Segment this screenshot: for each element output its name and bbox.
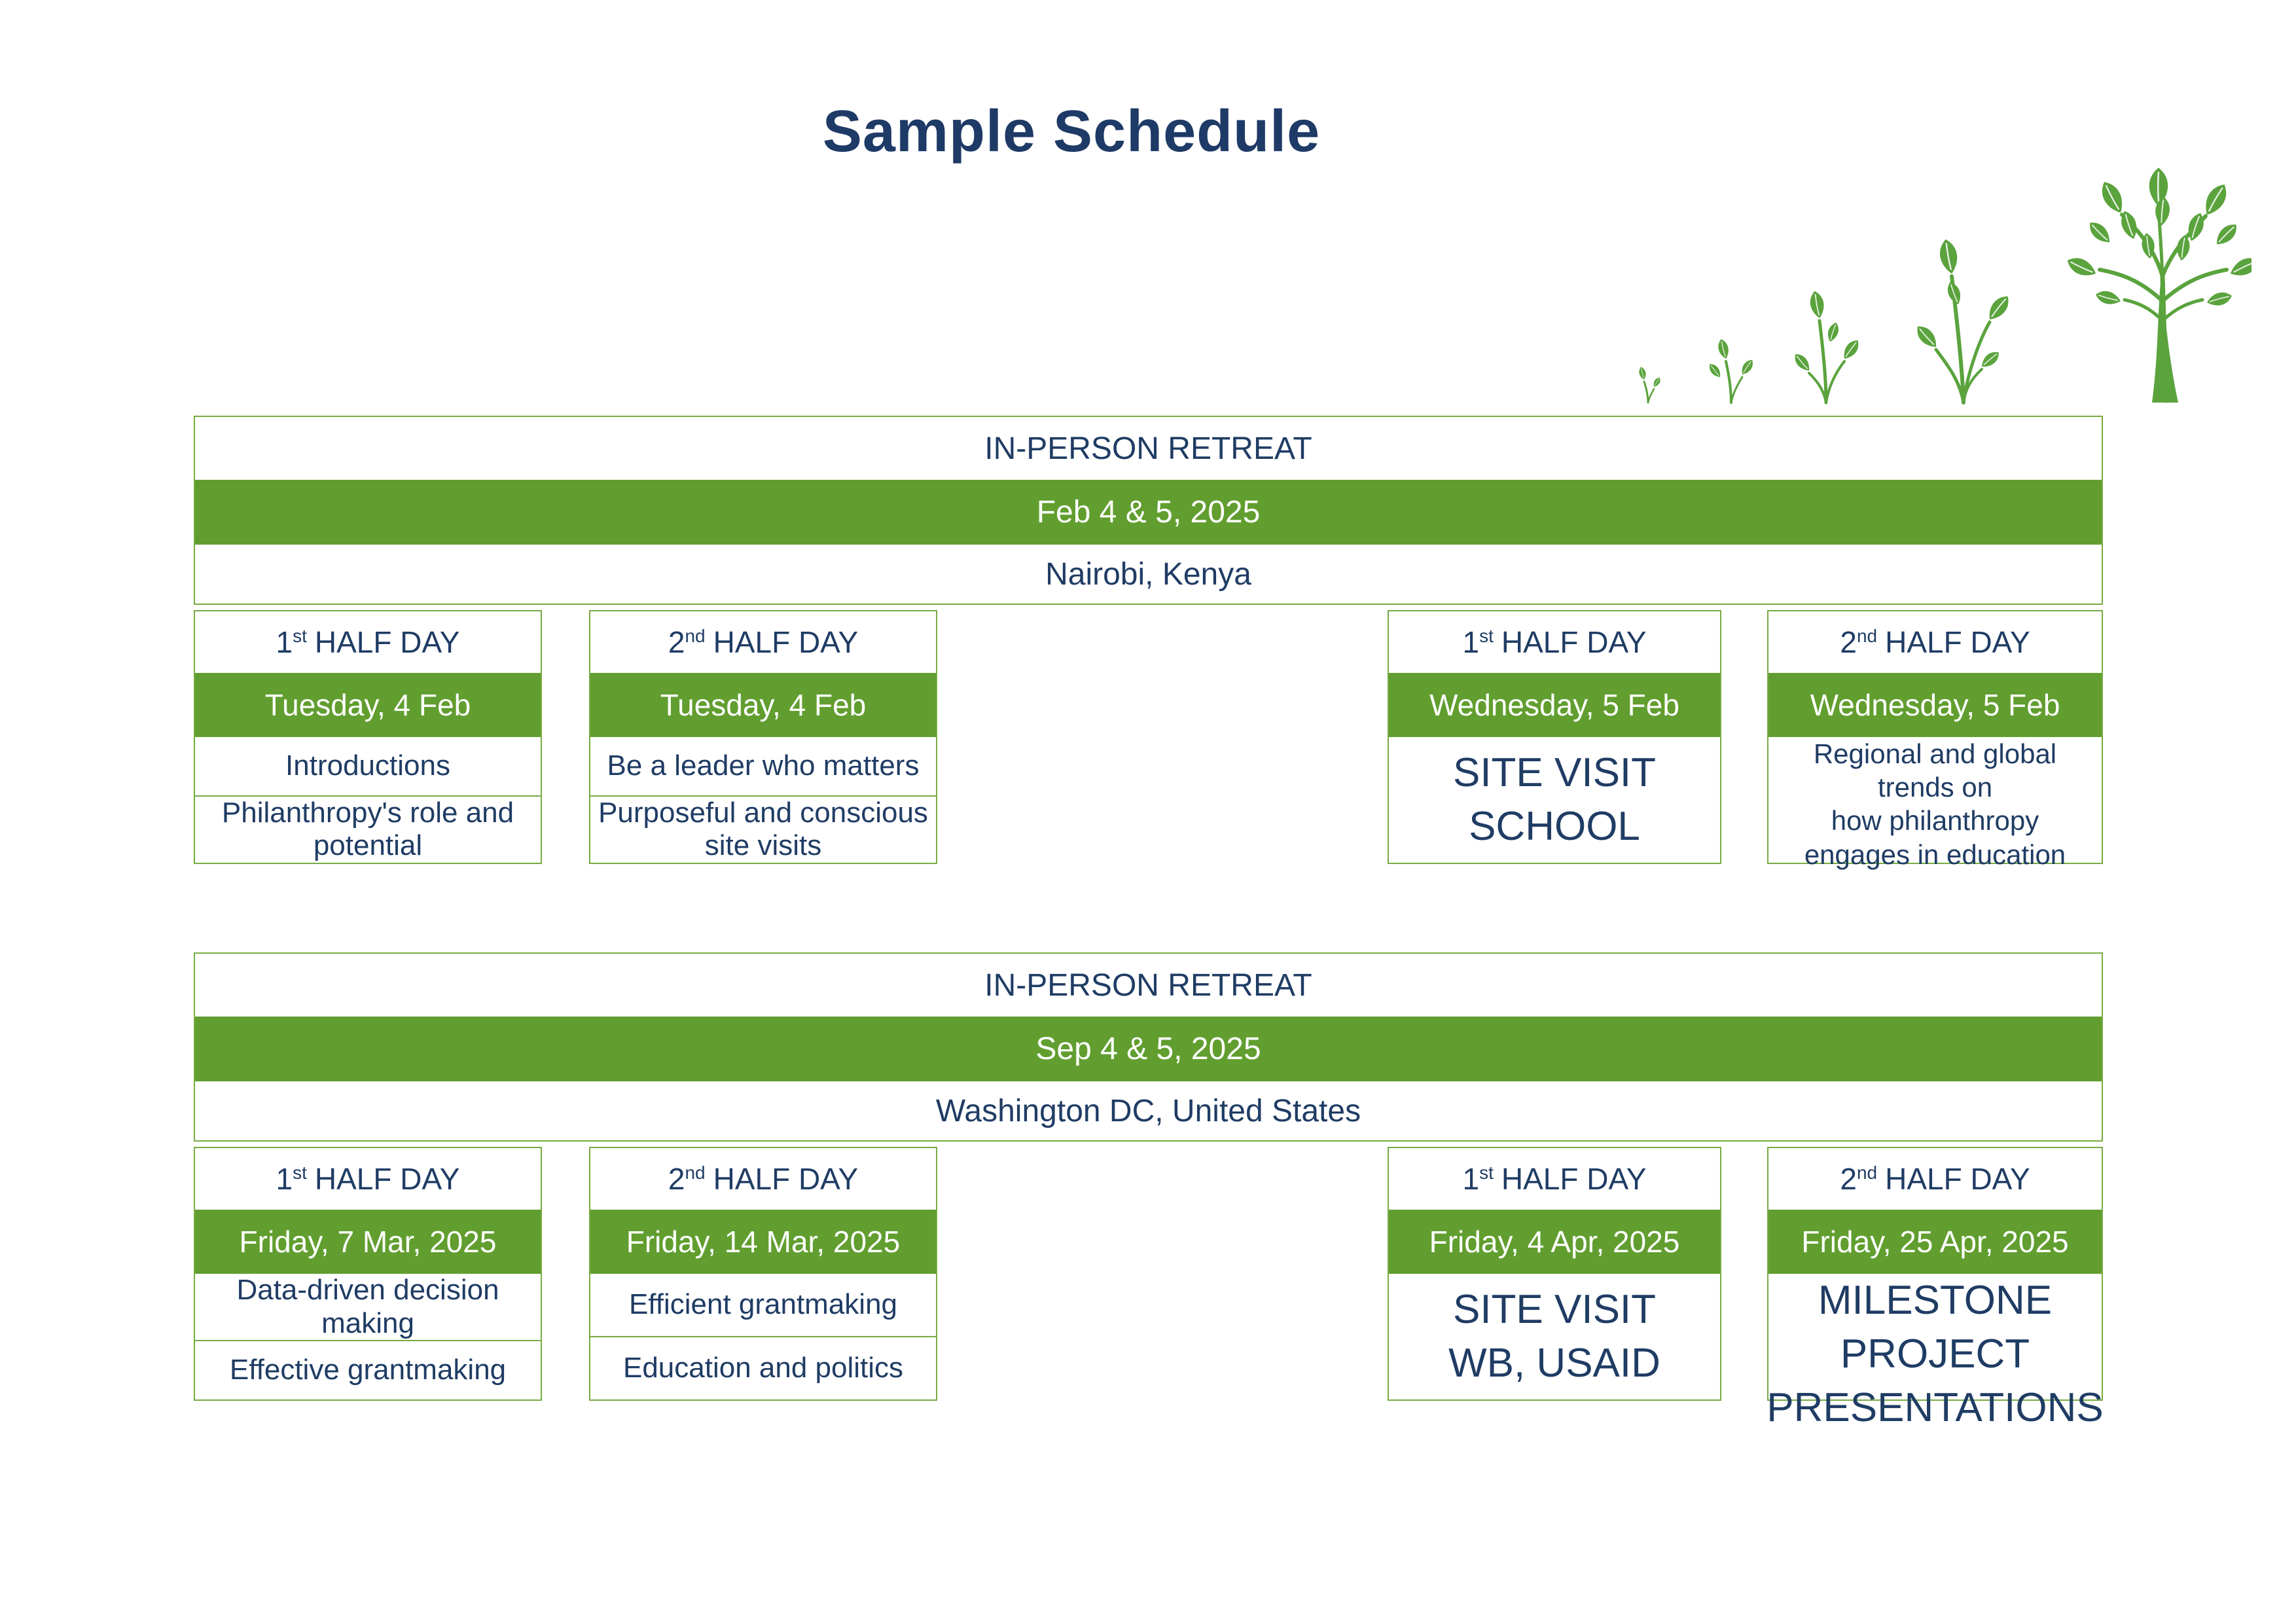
session-topic: Effective grantmaking <box>195 1340 541 1399</box>
session-highlight: SITE VISIT SCHOOL <box>1452 750 1657 849</box>
plant-stage-2-icon <box>1706 337 1757 404</box>
retreat-1-header-table: IN-PERSON RETREAT Feb 4 & 5, 2025 Nairob… <box>194 416 2103 605</box>
retreat-date-bar: Sep 4 & 5, 2025 <box>195 1017 2102 1081</box>
plant-stage-3-icon <box>1791 289 1863 405</box>
plant-stage-1-icon <box>1637 365 1662 404</box>
session-topic: Philanthropy's role and potential <box>195 795 541 863</box>
retreat-title: IN-PERSON RETREAT <box>984 431 1312 466</box>
session-topic: Introductions <box>285 749 450 782</box>
retreat-location: Nairobi, Kenya <box>1045 556 1251 592</box>
session-topic: Data-driven decision making <box>236 1274 499 1339</box>
session-highlight: MILESTONE PROJECT PRESENTATIONS <box>1767 1278 2104 1430</box>
growth-plants-icon <box>1637 166 2251 405</box>
session-topic: Purposeful and conscious site visits <box>590 795 936 863</box>
retreat-location: Washington DC, United States <box>935 1093 1361 1128</box>
half-day-date-bar: Friday, 4 Apr, 2025 <box>1389 1210 1720 1274</box>
half-day-date-bar: Friday, 25 Apr, 2025 <box>1768 1210 2102 1274</box>
session-topic: Be a leader who matters <box>607 749 920 782</box>
session-topic: Education and politics <box>590 1336 936 1399</box>
half-day-date-bar: Tuesday, 4 Feb <box>195 673 541 737</box>
half-day-date-bar: Friday, 14 Mar, 2025 <box>590 1210 936 1274</box>
half-day-date-bar: Tuesday, 4 Feb <box>590 673 936 737</box>
plant-stage-5-tree-icon <box>2063 166 2251 403</box>
plant-stage-4-icon <box>1912 237 2015 405</box>
half-day-date-bar: Wednesday, 5 Feb <box>1389 673 1720 737</box>
session-highlight: SITE VISIT WB, USAID <box>1448 1287 1660 1386</box>
retreat-date-bar: Feb 4 & 5, 2025 <box>195 480 2102 545</box>
half-day-date-bar: Friday, 7 Mar, 2025 <box>195 1210 541 1274</box>
retreat-title: IN-PERSON RETREAT <box>984 967 1312 1003</box>
session-topic: Efficient grantmaking <box>628 1288 898 1321</box>
half-day-date-bar: Wednesday, 5 Feb <box>1768 673 2102 737</box>
retreat-2-header-table: IN-PERSON RETREAT Sep 4 & 5, 2025 Washin… <box>194 952 2103 1142</box>
session-topic-multiline: Regional and global trends on how philan… <box>1804 738 2066 870</box>
page-title: Sample Schedule <box>822 99 1321 164</box>
